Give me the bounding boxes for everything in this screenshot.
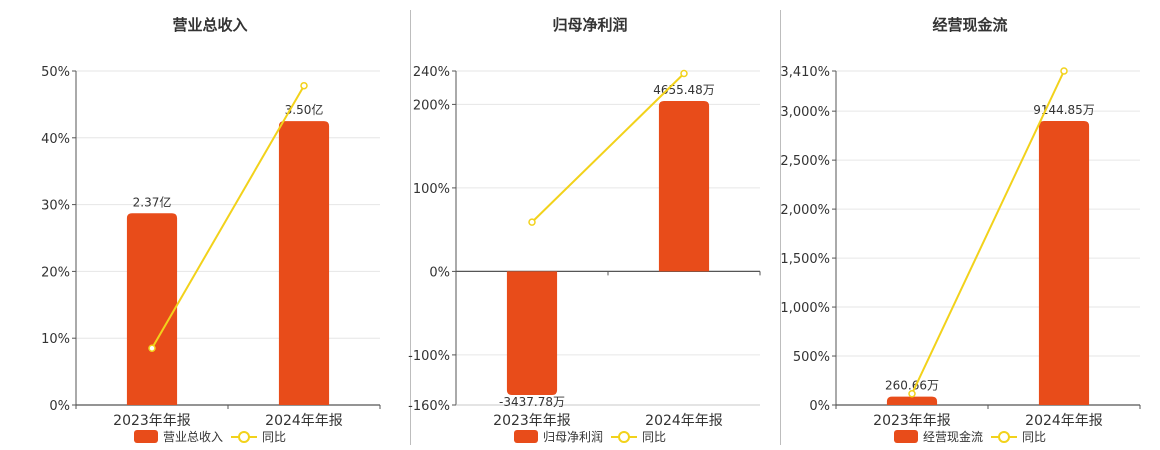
y-tick-label: 500% bbox=[793, 350, 830, 365]
bar bbox=[886, 396, 938, 405]
bar-data-label: -3437.78万 bbox=[499, 395, 565, 409]
y-tick-label: 200% bbox=[413, 98, 450, 113]
y-tick-label: -160% bbox=[408, 399, 450, 414]
y-tick-label: 0% bbox=[809, 399, 830, 414]
chart-title: 营业总收入 bbox=[172, 16, 248, 34]
y-tick-label: 2,000% bbox=[780, 203, 830, 218]
legend-label: 同比 bbox=[1022, 430, 1047, 444]
legend-line-marker-icon bbox=[611, 430, 637, 443]
line-point bbox=[528, 218, 536, 226]
legend-label: 经营现金流 bbox=[922, 430, 983, 444]
line-series bbox=[911, 70, 1065, 395]
line-point bbox=[1060, 67, 1068, 75]
chart-title: 归母净利润 bbox=[552, 16, 628, 34]
bar bbox=[278, 121, 330, 405]
legend-label: 营业总收入 bbox=[162, 430, 223, 444]
bar-data-label: 4655.48万 bbox=[653, 83, 715, 97]
legend-item-bar[interactable]: 归母净利润 bbox=[513, 428, 603, 445]
y-tick-label: 1,500% bbox=[780, 252, 830, 267]
y-tick-label: 100% bbox=[413, 182, 450, 197]
bar-data-label: 2.37亿 bbox=[133, 194, 172, 209]
x-tick-label: 2024年年报 bbox=[645, 413, 723, 429]
legend-item-line[interactable]: 同比 bbox=[611, 428, 666, 445]
legend-item-bar[interactable]: 经营现金流 bbox=[893, 428, 983, 445]
legend: 营业总收入 同比 bbox=[20, 428, 400, 445]
divider bbox=[410, 10, 411, 445]
line-point bbox=[148, 344, 156, 352]
y-tick-label: 1,000% bbox=[780, 301, 830, 316]
bar bbox=[658, 101, 710, 272]
legend-label: 归母净利润 bbox=[542, 430, 603, 444]
line-point bbox=[680, 69, 688, 78]
legend-line-marker-icon bbox=[231, 430, 257, 443]
bar bbox=[126, 213, 178, 405]
y-tick-label: -100% bbox=[408, 349, 450, 364]
legend-bar-swatch-icon bbox=[513, 430, 538, 443]
y-tick-label: 30% bbox=[41, 199, 70, 214]
y-tick-label: 2,500% bbox=[780, 154, 830, 169]
panel-revenue: 营业总收入 0% 10% 20% 30% 40% 50% 2.37亿 3.50亿 2023年年报… bbox=[20, 0, 400, 450]
legend-label: 同比 bbox=[642, 430, 667, 444]
line-point bbox=[300, 81, 308, 90]
line-point bbox=[908, 389, 916, 398]
y-tick-label: 3,000% bbox=[780, 105, 830, 120]
chart-revenue: 0% 10% 20% 30% 40% 50% 2.37亿 3.50亿 2023年年报 2024年年… bbox=[41, 65, 381, 429]
bar-data-label: 3.50亿 bbox=[285, 102, 324, 117]
legend-label: 同比 bbox=[262, 430, 287, 444]
legend: 经营现金流 同比 bbox=[780, 428, 1160, 445]
line-series bbox=[151, 85, 305, 349]
legend-item-line[interactable]: 同比 bbox=[991, 428, 1046, 445]
legend: 归母净利润 同比 bbox=[400, 428, 780, 445]
bar-data-label: 9144.85万 bbox=[1033, 103, 1095, 117]
line-series bbox=[531, 72, 685, 223]
panel-net-profit: 归母净利润 -160% -100% 0% 100% 200% 240% -3437.78万 4… bbox=[400, 0, 780, 450]
x-tick-label: 2024年年报 bbox=[1025, 413, 1103, 429]
x-tick-label: 2023年年报 bbox=[493, 413, 571, 429]
x-tick-label: 2023年年报 bbox=[113, 413, 191, 429]
legend-bar-swatch-icon bbox=[893, 430, 918, 443]
y-tick-label: 0% bbox=[49, 399, 70, 414]
x-tick-label: 2023年年报 bbox=[873, 413, 951, 429]
x-tick-label: 2024年年报 bbox=[265, 413, 343, 429]
y-tick-label: 240% bbox=[413, 65, 450, 80]
chart-net-profit: -160% -100% 0% 100% 200% 240% -3437.78万 4655.48… bbox=[408, 65, 761, 429]
panel-cash-flow: 经营现金流 0% 500% 1,000% 1,500% 2,000% 2,500% 3,00… bbox=[780, 0, 1160, 450]
chart-cash-flow: 0% 500% 1,000% 1,500% 2,000% 2,500% 3,000% 3,41… bbox=[780, 65, 1141, 429]
legend-bar-swatch-icon bbox=[133, 430, 158, 443]
bar bbox=[1038, 120, 1090, 406]
y-tick-label: 20% bbox=[41, 265, 70, 280]
chart-title: 经营现金流 bbox=[932, 16, 1008, 34]
y-tick-label: 3,410% bbox=[780, 65, 830, 80]
y-tick-label: 10% bbox=[41, 332, 70, 347]
y-tick-label: 40% bbox=[41, 132, 70, 147]
bar-data-label: 260.66万 bbox=[885, 379, 939, 393]
legend-item-bar[interactable]: 营业总收入 bbox=[133, 428, 223, 445]
legend-line-marker-icon bbox=[991, 430, 1017, 443]
y-tick-label: 50% bbox=[41, 65, 70, 80]
y-tick-label: 0% bbox=[429, 265, 450, 280]
legend-item-line[interactable]: 同比 bbox=[231, 428, 286, 445]
divider bbox=[780, 10, 781, 445]
bar bbox=[506, 271, 558, 395]
